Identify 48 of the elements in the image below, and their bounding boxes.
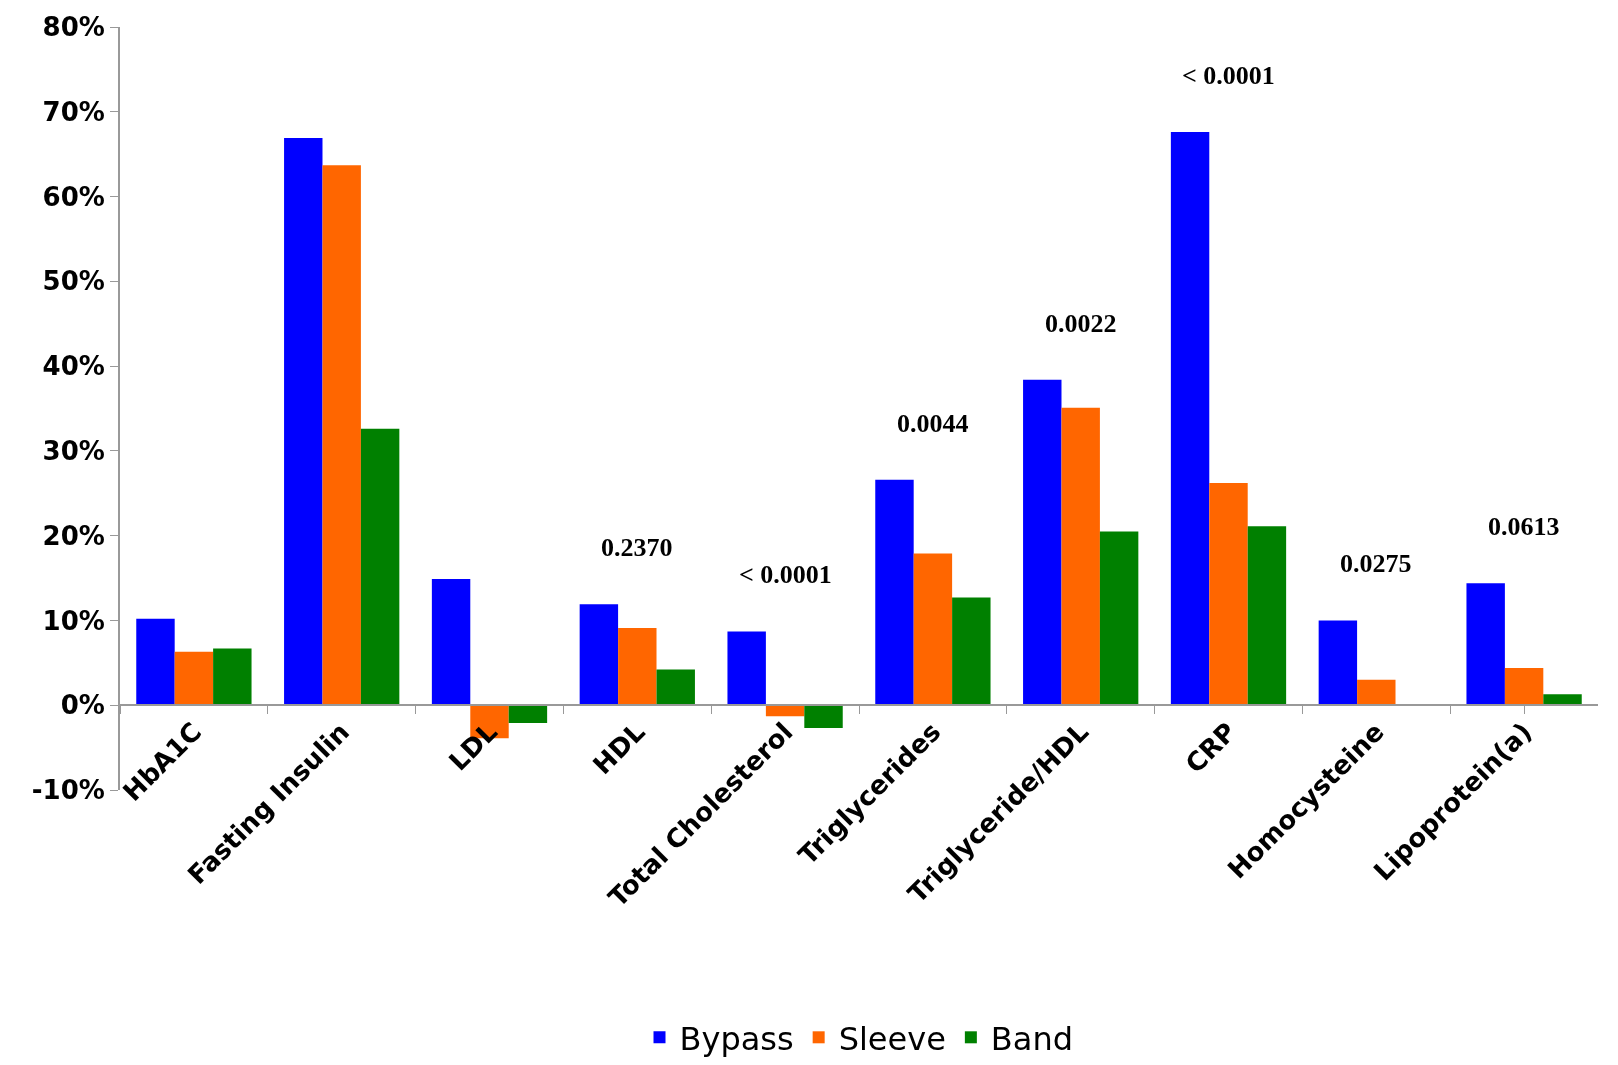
bar — [1061, 407, 1100, 706]
y-tick-label: 70% — [42, 96, 105, 127]
bar — [1209, 483, 1248, 706]
annotation: 0.0613 — [1488, 512, 1560, 541]
annotation: 0.0044 — [897, 409, 969, 438]
y-tick-label: 30% — [42, 435, 105, 466]
bar — [213, 648, 252, 706]
bar — [284, 138, 323, 706]
bar — [1357, 679, 1396, 706]
bar — [1247, 526, 1287, 706]
annotation: < 0.0001 — [739, 560, 832, 589]
legend-label: Sleeve — [838, 1019, 946, 1058]
bar — [579, 604, 619, 706]
bar — [656, 669, 695, 706]
annotation: 0.0022 — [1045, 309, 1117, 338]
y-tick-label: -10% — [31, 775, 105, 806]
y-tick-label: 50% — [42, 266, 105, 297]
bar — [360, 428, 400, 706]
annotation: < 0.0001 — [1182, 61, 1275, 90]
bar — [508, 705, 548, 724]
bar — [913, 553, 953, 706]
legend-label: Bypass — [679, 1019, 794, 1058]
x-tick-label: LDL — [443, 716, 503, 777]
bar — [136, 618, 175, 706]
bar — [618, 628, 657, 706]
bar — [322, 165, 361, 706]
annotation: 0.0275 — [1340, 549, 1412, 578]
bar — [1099, 531, 1139, 706]
bar — [765, 705, 805, 717]
y-tick-label: 10% — [42, 605, 105, 636]
legend-label: Band — [990, 1019, 1074, 1058]
bar — [1318, 620, 1358, 706]
y-tick-label: 60% — [42, 181, 105, 212]
y-tick-label: 20% — [42, 520, 105, 551]
y-tick-label: 80% — [42, 12, 105, 43]
bar — [174, 651, 214, 706]
bar — [1504, 667, 1544, 706]
bar — [1170, 132, 1210, 706]
y-tick-label: 0% — [60, 690, 105, 721]
bar — [1466, 583, 1505, 706]
y-tick-label: 40% — [42, 351, 105, 382]
bar — [1543, 694, 1582, 706]
annotation: 0.2370 — [601, 533, 673, 562]
bar — [875, 479, 914, 706]
bar — [952, 597, 991, 706]
bar — [727, 631, 766, 706]
bar — [1023, 379, 1062, 706]
bar — [431, 578, 471, 706]
